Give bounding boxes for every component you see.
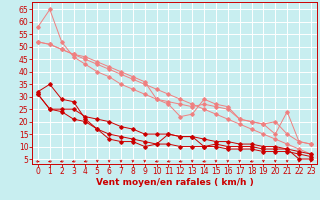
X-axis label: Vent moyen/en rafales ( km/h ): Vent moyen/en rafales ( km/h ) — [96, 178, 253, 187]
